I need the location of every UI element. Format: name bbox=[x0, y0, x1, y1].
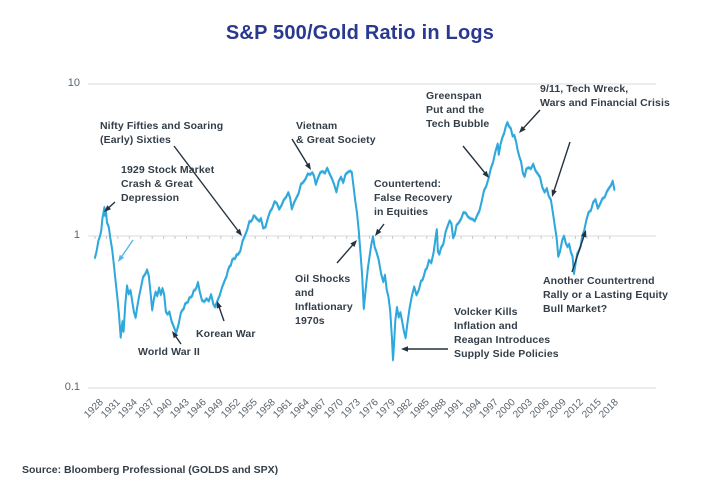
annotation-arrow-line bbox=[336, 243, 355, 264]
annotation-line: Volcker Kills bbox=[454, 306, 518, 318]
annotation-arrowhead bbox=[401, 346, 408, 352]
annotation-crash-1929: 1929 Stock Market Crash & Great Depression bbox=[121, 163, 214, 205]
annotation-wwii: World War II bbox=[138, 345, 200, 359]
annotation-line: Nifty Fifties and Soaring bbox=[100, 120, 224, 132]
annotation-arrowhead bbox=[118, 254, 125, 262]
annotation-arrowhead bbox=[305, 162, 311, 170]
annotation-line: Reagan Introduces bbox=[454, 334, 551, 346]
annotation-line: Rally or a Lasting Equity bbox=[543, 289, 669, 301]
annotation-arrow-line bbox=[120, 239, 134, 259]
annotation-oil-shocks: Oil Shocks and Inflationary 1970s bbox=[295, 272, 353, 328]
annotation-arrowhead bbox=[482, 170, 489, 178]
annotation-arrowhead bbox=[235, 228, 242, 236]
annotation-arrow-line bbox=[521, 109, 541, 130]
annotation-countertrend-1976: Countertend: False Recovery in Equities bbox=[374, 177, 452, 219]
y-axis-tick-label: 1 bbox=[73, 229, 80, 241]
annotation-arrowhead bbox=[104, 205, 111, 212]
annotation-arrowhead bbox=[375, 228, 382, 236]
annotation-arrow-line bbox=[291, 138, 309, 167]
annotation-volcker: Volcker Kills Inflation and Reagan Introdu… bbox=[454, 305, 559, 361]
annotation-arrow-line bbox=[173, 145, 240, 233]
annotation-arrowhead bbox=[172, 331, 179, 339]
annotation-line: Another Countertrend bbox=[543, 275, 655, 287]
annotation-korean-war: Korean War bbox=[196, 327, 256, 341]
annotation-another-rally: Another Countertrend Rally or a Lasting E… bbox=[543, 274, 668, 316]
y-axis-tick-label: 0.1 bbox=[64, 381, 80, 393]
ratio-line-series bbox=[94, 120, 616, 362]
annotation-line: Oil Shocks bbox=[295, 273, 351, 285]
annotation-arrowhead bbox=[581, 230, 587, 238]
annotation-line: 1929 Stock Market bbox=[121, 164, 215, 176]
annotation-vietnam: Vietnam & Great Society bbox=[296, 119, 376, 147]
annotation-arrows bbox=[104, 109, 587, 352]
annotation-line: Inflation and bbox=[454, 320, 518, 332]
annotation-line: Vietnam bbox=[296, 120, 338, 132]
annotation-arrow-line bbox=[571, 234, 586, 273]
annotation-arrowhead bbox=[350, 240, 357, 248]
annotation-line: World War II bbox=[138, 346, 200, 358]
annotation-nine-eleven: 9/11, Tech Wreck, Wars and Financial Cris… bbox=[540, 82, 670, 110]
annotation-arrow-line bbox=[217, 305, 225, 322]
annotation-arrow-line bbox=[462, 145, 487, 175]
annotation-arrowhead bbox=[216, 301, 222, 309]
annotation-arrow-line bbox=[552, 141, 571, 193]
annotation-line: False Recovery bbox=[374, 192, 453, 204]
annotation-line: 9/11, Tech Wreck, bbox=[540, 83, 629, 95]
y-axis-tick-label: 10 bbox=[67, 77, 80, 89]
annotation-line: Bull Market? bbox=[543, 303, 608, 315]
chart-title: S&P 500/Gold Ratio in Logs bbox=[225, 22, 495, 44]
annotation-line: Wars and Financial Crisis bbox=[540, 97, 670, 109]
annotation-line: Tech Bubble bbox=[426, 118, 490, 130]
annotation-line: Supply Side Policies bbox=[454, 348, 559, 360]
annotation-line: & Great Society bbox=[296, 134, 376, 146]
annotation-arrowhead bbox=[519, 126, 526, 133]
annotation-arrowhead bbox=[551, 189, 557, 197]
axis-ticks bbox=[94, 236, 611, 239]
gridlines bbox=[88, 83, 656, 389]
annotation-line: Korean War bbox=[196, 328, 256, 340]
source-note: Source: Bloomberg Professional (GOLDS an… bbox=[22, 464, 279, 476]
annotation-line: Put and the bbox=[426, 104, 485, 116]
annotation-line: 1970s bbox=[295, 315, 325, 327]
annotation-line: (Early) Sixties bbox=[100, 134, 171, 146]
annotation-line: Countertend: bbox=[374, 178, 442, 190]
ratio-line bbox=[94, 122, 616, 362]
annotation-line: Inflationary bbox=[295, 301, 353, 313]
annotation-nifty-fifties: Nifty Fifties and Soaring (Early) Sixties bbox=[100, 119, 223, 147]
annotation-line: Greenspan bbox=[426, 90, 482, 102]
annotation-line: Crash & Great bbox=[121, 178, 193, 190]
annotation-line: in Equities bbox=[374, 206, 429, 218]
annotation-line: Depression bbox=[121, 192, 180, 204]
annotation-greenspan: Greenspan Put and the Tech Bubble bbox=[426, 89, 489, 131]
annotation-line: and bbox=[295, 287, 314, 299]
